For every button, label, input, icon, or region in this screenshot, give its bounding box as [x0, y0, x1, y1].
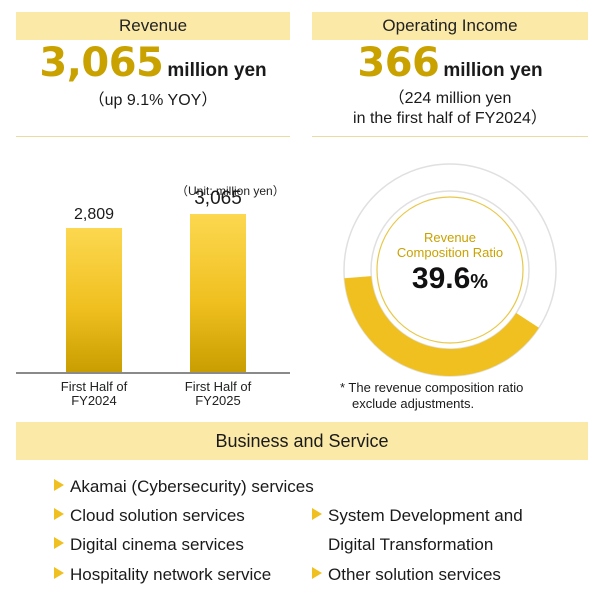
- category-label-line: FY2024: [71, 393, 117, 408]
- triangle-bullet-icon: [312, 567, 322, 579]
- chart-unit-note: （Unit: million yen）: [176, 184, 285, 198]
- ratio-footnote-line: * The revenue composition ratio: [340, 380, 524, 395]
- operating-income-unit: million yen: [443, 60, 543, 81]
- service-item-cloud: Cloud solution services: [54, 506, 245, 526]
- bar-value-label: 2,809: [73, 205, 115, 223]
- service-label: Akamai (Cybersecurity) services: [70, 477, 314, 496]
- operating-income-header: Operating Income: [312, 12, 588, 40]
- bar-fy2025: [190, 214, 246, 372]
- service-item-akamai: Akamai (Cybersecurity) services: [54, 477, 314, 497]
- donut-center-ring: [376, 196, 524, 344]
- operating-income-comparison-line1: （224 million yen: [388, 90, 512, 107]
- operating-income-comparison-line2: in the first half of FY2024）: [353, 110, 547, 127]
- revenue-growth: （up 9.1% YOY）: [88, 92, 218, 109]
- service-label: System Development and: [328, 506, 523, 525]
- service-label: Digital cinema services: [70, 535, 244, 554]
- category-label-line: First Half of: [184, 379, 252, 394]
- business-header: Business and Service: [16, 422, 588, 460]
- triangle-bullet-icon: [54, 567, 64, 579]
- revenue-header: Revenue: [16, 12, 290, 40]
- category-label-line: First Half of: [60, 379, 128, 394]
- ratio-value: 39.6%: [380, 262, 520, 296]
- bar-fy2024: [66, 227, 122, 372]
- ratio-footnote-line: exclude adjustments.: [352, 396, 475, 411]
- triangle-bullet-icon: [54, 508, 64, 520]
- service-item-other: Other solution services: [312, 565, 501, 585]
- bar-value-label: 3,065: [194, 188, 242, 210]
- service-label: Hospitality network service: [70, 565, 272, 584]
- ratio-title: Revenue Composition Ratio: [380, 230, 520, 260]
- service-label: Digital Transformation: [328, 535, 494, 554]
- category-label-line: FY2025: [195, 393, 241, 408]
- ratio-number: 39.6: [411, 262, 471, 295]
- operating-income-divider: [312, 136, 588, 137]
- operating-income-value-row: 366 million yen: [312, 40, 588, 86]
- ratio-footnote: * The revenue composition ratio exclude …: [340, 380, 590, 412]
- triangle-bullet-icon: [54, 537, 64, 549]
- composition-ratio-donut: [343, 163, 557, 377]
- ratio-title-line: Composition Ratio: [396, 245, 504, 260]
- operating-income-value: 366: [357, 40, 440, 86]
- ratio-percent: %: [470, 271, 489, 293]
- service-item-cinema: Digital cinema services: [54, 535, 244, 555]
- category-label-fy2024: First Half of FY2024: [44, 380, 144, 408]
- revenue-value-row: 3,065 million yen: [16, 40, 290, 86]
- triangle-bullet-icon: [54, 479, 64, 491]
- category-label-fy2025: First Half of FY2025: [168, 380, 268, 408]
- ratio-title-line: Revenue: [423, 230, 477, 245]
- revenue-value: 3,065: [39, 40, 164, 86]
- donut-segment: [344, 276, 539, 376]
- triangle-bullet-icon: [312, 508, 322, 520]
- service-label: Other solution services: [328, 565, 501, 584]
- revenue-divider: [16, 136, 290, 137]
- revenue-unit: million yen: [167, 60, 267, 81]
- service-label: Cloud solution services: [70, 506, 245, 525]
- chart-baseline: [16, 372, 290, 374]
- service-item-hospitality: Hospitality network service: [54, 565, 271, 585]
- donut-inner-edge: [370, 190, 530, 350]
- service-item-system-dev: System Development and: [312, 506, 523, 526]
- service-item-system-dev-line2: Digital Transformation: [328, 535, 493, 555]
